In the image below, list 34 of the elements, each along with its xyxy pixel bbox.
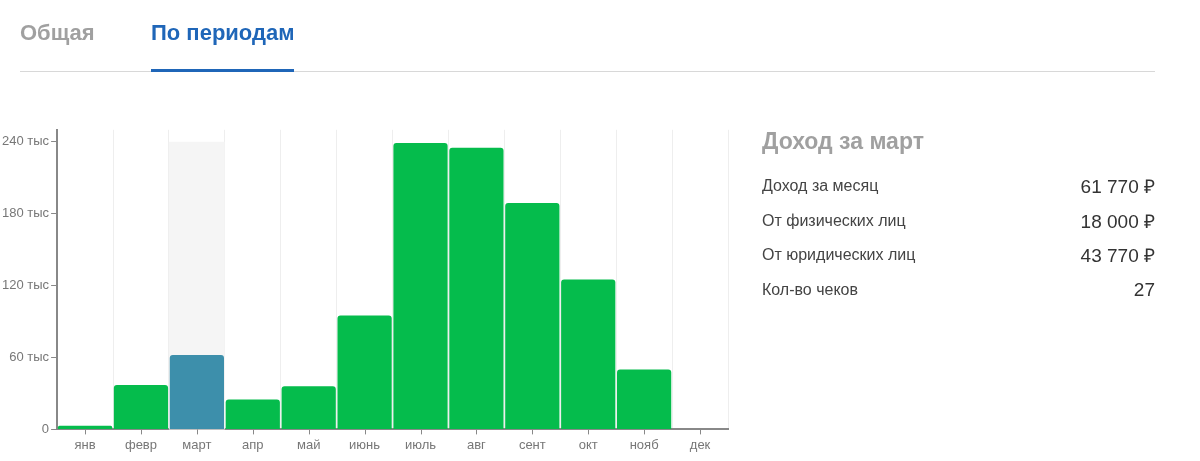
- x-tick-label: авг: [466, 436, 487, 452]
- x-tick-label: окт: [578, 436, 598, 452]
- bar: [561, 279, 616, 429]
- text: Общая: [20, 20, 95, 47]
- bar: [169, 355, 224, 429]
- category-label: Кол-во чеков: [762, 280, 859, 299]
- x-tick-label: нояб: [629, 436, 659, 452]
- x-tick-label: февр: [124, 436, 157, 452]
- bar: [225, 399, 280, 429]
- x-tick-label: янв: [74, 436, 96, 452]
- category-label: От физических лиц: [762, 211, 906, 230]
- text: 27: [1133, 278, 1155, 300]
- x-tick-label: июль: [404, 436, 437, 452]
- text: 43 770 ₽: [1080, 245, 1155, 267]
- bar: [617, 369, 672, 429]
- x-tick-label: май: [296, 436, 321, 452]
- x-tick-label: сент: [518, 436, 546, 452]
- x-tick-label: март: [182, 436, 212, 452]
- bar: [113, 385, 169, 429]
- category-label: Доход за месяц: [762, 177, 879, 196]
- text: По периодам: [151, 20, 295, 72]
- y-tick-label: 120 тыс: [1, 277, 50, 293]
- text: 18 000 ₽: [1080, 210, 1155, 232]
- y-tick-label: 60 тыс: [9, 349, 50, 365]
- y-tick-label: 0: [41, 420, 50, 436]
- x-tick-label: дек: [689, 436, 711, 452]
- text: Доход за март: [762, 128, 925, 155]
- category-label: От юридических лиц: [762, 246, 916, 265]
- y-tick-label: 180 тыс: [1, 205, 50, 221]
- x-tick-label: апр: [242, 436, 264, 452]
- bar: [57, 425, 113, 429]
- x-tick-label: июнь: [349, 436, 381, 452]
- y-tick-label: 240 тыс: [1, 133, 50, 149]
- text: 61 770 ₽: [1080, 176, 1155, 198]
